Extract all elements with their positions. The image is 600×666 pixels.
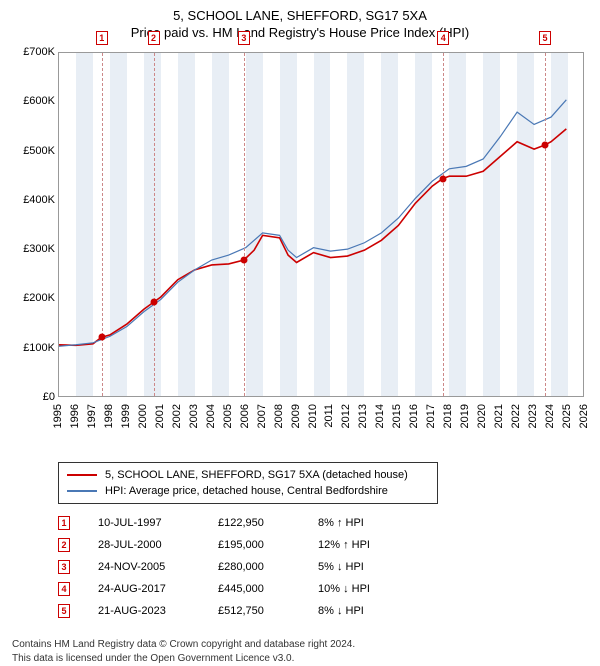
y-axis-label: £700K <box>23 46 55 58</box>
y-axis-label: £200K <box>23 292 55 304</box>
y-axis-label: £600K <box>23 95 55 107</box>
transaction-date: 24-AUG-2017 <box>98 583 218 595</box>
x-axis-label: 2009 <box>290 404 302 428</box>
chart-area: 12345 £0 £100K £200K £300K £400K £500K £600K £7… <box>12 46 588 456</box>
x-axis-label: 2003 <box>188 404 200 428</box>
x-axis-label: 2008 <box>273 404 285 428</box>
transaction-row: 2 28-JUL-2000£195,00012% ↑ HPI <box>58 534 588 556</box>
legend-row: HPI: Average price, detached house, Cent… <box>67 483 429 499</box>
x-axis-label: 2014 <box>374 404 386 428</box>
marker-box: 5 <box>539 31 551 45</box>
marker-dot <box>541 142 548 149</box>
x-axis-label: 2000 <box>137 404 149 428</box>
footer: Contains HM Land Registry data © Crown c… <box>12 638 600 666</box>
x-axis-label: 2005 <box>222 404 234 428</box>
x-axis-label: 2015 <box>391 404 403 428</box>
transaction-date: 10-JUL-1997 <box>98 517 218 529</box>
transaction-row: 3 24-NOV-2005£280,0005% ↓ HPI <box>58 556 588 578</box>
x-axis-label: 2018 <box>442 404 454 428</box>
transaction-price: £512,750 <box>218 605 318 617</box>
legend-label: 5, SCHOOL LANE, SHEFFORD, SG17 5XA (deta… <box>105 467 408 483</box>
x-axis-label: 2013 <box>357 404 369 428</box>
x-axis-label: 2007 <box>256 404 268 428</box>
series-line-hpi <box>59 100 566 346</box>
x-axis-label: 2002 <box>171 404 183 428</box>
x-axis-label: 2016 <box>408 404 420 428</box>
transaction-marker: 1 <box>58 516 70 530</box>
transactions-table: 1 10-JUL-1997£122,9508% ↑ HPI 2 28-JUL-2000… <box>58 512 588 622</box>
y-axis-label: £500K <box>23 145 55 157</box>
x-axis-label: 1997 <box>86 404 98 428</box>
transaction-price: £195,000 <box>218 539 318 551</box>
x-axis-label: 2006 <box>239 404 251 428</box>
marker-dot <box>240 257 247 264</box>
series-line-property <box>59 129 566 345</box>
x-axis-label: 2020 <box>476 404 488 428</box>
marker-vline <box>545 53 546 396</box>
x-axis-label: 2004 <box>205 404 217 428</box>
transaction-pct: 8% ↑ HPI <box>318 517 438 529</box>
marker-dot <box>98 334 105 341</box>
transaction-price: £445,000 <box>218 583 318 595</box>
legend-label: HPI: Average price, detached house, Cent… <box>105 483 388 499</box>
legend-swatch <box>67 490 97 492</box>
marker-dot <box>440 175 447 182</box>
transaction-marker: 3 <box>58 560 70 574</box>
legend-swatch <box>67 474 97 476</box>
y-axis-label: £400K <box>23 194 55 206</box>
title-main: 5, SCHOOL LANE, SHEFFORD, SG17 5XA <box>12 8 588 23</box>
x-axis-label: 2010 <box>307 404 319 428</box>
x-axis-label: 2026 <box>578 404 590 428</box>
x-axis-label: 2024 <box>544 404 556 428</box>
chart-container: 5, SCHOOL LANE, SHEFFORD, SG17 5XA Price… <box>0 0 600 630</box>
transaction-marker: 2 <box>58 538 70 552</box>
x-axis-label: 1995 <box>52 404 64 428</box>
x-axis-label: 2001 <box>154 404 166 428</box>
x-axis-label: 2011 <box>323 404 335 428</box>
transaction-pct: 5% ↓ HPI <box>318 561 438 573</box>
y-axis-label: £300K <box>23 243 55 255</box>
transaction-marker: 5 <box>58 604 70 618</box>
y-axis-label: £100K <box>23 342 55 354</box>
transaction-marker: 4 <box>58 582 70 596</box>
y-axis-label: £0 <box>43 391 55 403</box>
legend-row: 5, SCHOOL LANE, SHEFFORD, SG17 5XA (deta… <box>67 467 429 483</box>
marker-vline <box>102 53 103 396</box>
x-axis-label: 1996 <box>69 404 81 428</box>
marker-box: 1 <box>96 31 108 45</box>
transaction-price: £122,950 <box>218 517 318 529</box>
transaction-row: 4 24-AUG-2017£445,00010% ↓ HPI <box>58 578 588 600</box>
x-axis-label: 2022 <box>510 404 522 428</box>
plot-area: 12345 <box>58 52 584 397</box>
transaction-pct: 10% ↓ HPI <box>318 583 438 595</box>
x-axis-label: 2021 <box>493 404 505 428</box>
transaction-date: 28-JUL-2000 <box>98 539 218 551</box>
marker-vline <box>154 53 155 396</box>
transaction-date: 24-NOV-2005 <box>98 561 218 573</box>
transaction-pct: 12% ↑ HPI <box>318 539 438 551</box>
marker-vline <box>244 53 245 396</box>
x-axis-label: 2012 <box>340 404 352 428</box>
transaction-date: 21-AUG-2023 <box>98 605 218 617</box>
marker-box: 3 <box>238 31 250 45</box>
x-axis-label: 1999 <box>120 404 132 428</box>
marker-box: 4 <box>437 31 449 45</box>
transaction-row: 1 10-JUL-1997£122,9508% ↑ HPI <box>58 512 588 534</box>
transaction-pct: 8% ↓ HPI <box>318 605 438 617</box>
marker-vline <box>443 53 444 396</box>
chart-svg <box>59 53 585 398</box>
transaction-row: 5 21-AUG-2023£512,7508% ↓ HPI <box>58 600 588 622</box>
legend: 5, SCHOOL LANE, SHEFFORD, SG17 5XA (deta… <box>58 462 438 504</box>
x-axis-label: 2023 <box>527 404 539 428</box>
x-axis-label: 2025 <box>561 404 573 428</box>
footer-line-2: This data is licensed under the Open Gov… <box>12 652 600 666</box>
x-axis-label: 2019 <box>459 404 471 428</box>
marker-box: 2 <box>148 31 160 45</box>
x-axis-label: 2017 <box>425 404 437 428</box>
x-axis-label: 1998 <box>103 404 115 428</box>
transaction-price: £280,000 <box>218 561 318 573</box>
marker-dot <box>150 298 157 305</box>
